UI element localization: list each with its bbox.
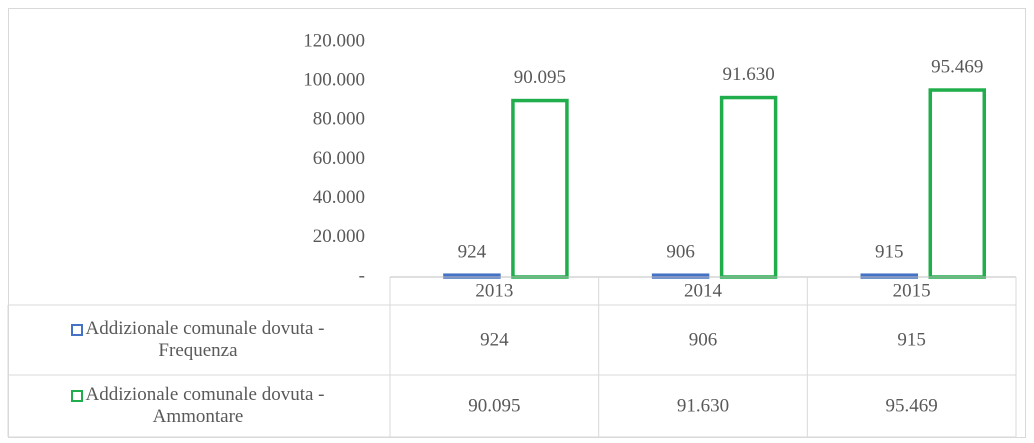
bar — [719, 95, 778, 279]
y-tick-label: 80.000 — [313, 109, 365, 130]
data-label: 915 — [875, 242, 904, 263]
table-value: 915 — [897, 329, 926, 350]
table-value: 924 — [480, 329, 509, 350]
data-label: 91.630 — [722, 64, 774, 85]
legend-key — [71, 389, 84, 402]
bar — [928, 88, 987, 279]
bar — [511, 98, 569, 279]
legend-label: Addizionale comunale dovuta - Ammontare — [85, 384, 325, 427]
x-tick-label: 2015 — [893, 280, 931, 301]
data-label: 95.469 — [931, 56, 983, 77]
x-tick-label: 2013 — [475, 280, 513, 301]
data-label: 924 — [458, 242, 487, 263]
legend-entry: Addizionale comunale dovuta - Frequenza — [10, 305, 386, 375]
y-tick-label: 60.000 — [313, 148, 365, 169]
legend-key — [71, 323, 84, 336]
y-tick-label: - — [359, 265, 365, 286]
table-value: 95.469 — [886, 395, 938, 416]
y-tick-label: 120.000 — [303, 30, 365, 51]
x-tick-label: 2014 — [684, 280, 723, 301]
table-value: 906 — [689, 329, 718, 350]
legend-entry: Addizionale comunale dovuta - Ammontare — [10, 375, 386, 437]
y-tick-label: 100.000 — [303, 70, 365, 91]
legend-label: Addizionale comunale dovuta - Frequenza — [85, 318, 325, 361]
y-tick-label: 20.000 — [313, 226, 365, 247]
table-value: 90.095 — [468, 395, 520, 416]
legend-text-wrap: Addizionale comunale dovuta - Frequenza — [43, 318, 353, 362]
y-tick-label: 40.000 — [313, 187, 365, 208]
legend-text-wrap: Addizionale comunale dovuta - Ammontare — [43, 384, 353, 428]
data-label: 906 — [666, 242, 695, 263]
data-label: 90.095 — [514, 67, 566, 88]
table-value: 91.630 — [677, 395, 729, 416]
